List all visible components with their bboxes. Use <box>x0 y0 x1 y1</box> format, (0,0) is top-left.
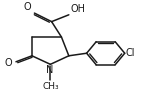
Text: OH: OH <box>70 4 85 14</box>
Text: Cl: Cl <box>126 48 135 58</box>
Text: CH₃: CH₃ <box>42 82 59 91</box>
Text: O: O <box>4 58 12 68</box>
Text: N: N <box>46 65 54 74</box>
Text: O: O <box>23 2 31 12</box>
